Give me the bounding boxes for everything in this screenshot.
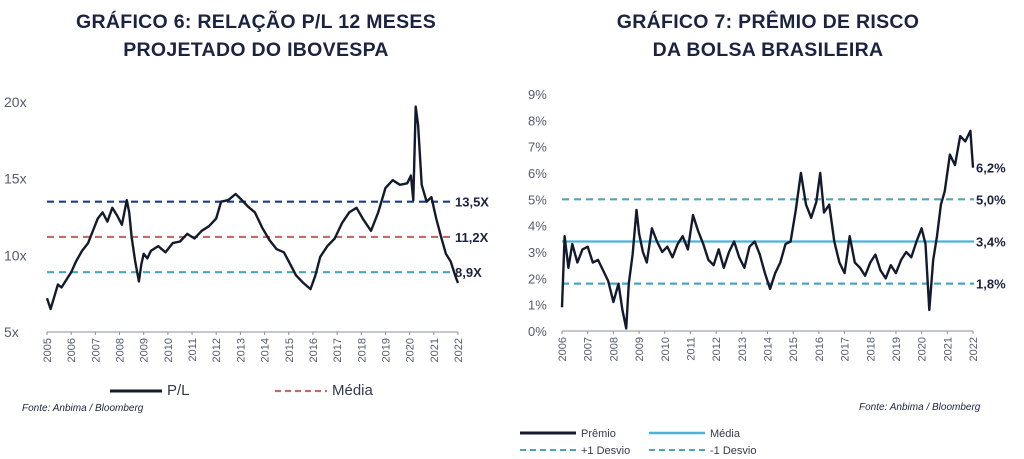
- x-tick-label: 2020: [405, 338, 417, 362]
- x-tick-label: 2008: [115, 338, 127, 362]
- legend-label: +1 Desvio: [581, 445, 630, 457]
- x-tick-label: 2011: [187, 338, 199, 362]
- x-tick-label: 2009: [634, 337, 646, 361]
- y-tick-label: 8%: [528, 113, 547, 128]
- x-tick-label: 2013: [235, 338, 247, 362]
- x-tick-label: 2012: [211, 338, 223, 362]
- y-tick-label: 15x: [4, 171, 27, 187]
- x-tick-label: 2017: [332, 338, 344, 362]
- legend-label: -1 Desvio: [710, 445, 756, 457]
- y-tick-label: 6%: [528, 166, 547, 181]
- x-tick-label: 2019: [380, 338, 392, 362]
- mean-line-label: 3,4%: [976, 234, 1006, 249]
- legend-label: P/L: [167, 382, 190, 399]
- x-tick-label: 2021: [942, 337, 954, 361]
- y-tick-label: 3%: [528, 245, 547, 260]
- x-tick-label: 2007: [90, 338, 102, 362]
- x-tick-label: 2007: [583, 337, 595, 361]
- ref-line-high-label: 13,5X: [455, 195, 489, 210]
- y-tick-label: 5%: [528, 192, 547, 207]
- chart-title-pe-line2: PROJETADO DO IBOVESPA: [123, 39, 389, 61]
- x-tick-label: 2014: [763, 337, 775, 361]
- x-tick-label: 2005: [42, 338, 54, 362]
- y-tick-label: 5x: [4, 324, 19, 340]
- x-tick-label: 2018: [356, 338, 368, 362]
- legend-label: Média: [710, 428, 741, 440]
- y-tick-label: 9%: [528, 87, 547, 102]
- x-tick-label: 2014: [260, 338, 272, 362]
- x-tick-label: 2016: [308, 338, 320, 362]
- x-tick-label: 2017: [840, 337, 852, 361]
- x-tick-label: 2010: [660, 337, 672, 361]
- x-tick-label: 2011: [685, 337, 697, 361]
- chart-title-risk: GRÁFICO 7: PRÊMIO DE RISCO DA BOLSA BRAS…: [512, 8, 1024, 64]
- minus-one-sd-line-label: 1,8%: [976, 277, 1006, 292]
- x-tick-label: 2022: [453, 338, 465, 362]
- chart-panel-pe: GRÁFICO 6: RELAÇÃO P/L 12 MESES PROJETAD…: [0, 8, 512, 414]
- series-line-risk: [560, 129, 975, 330]
- x-tick-label: 2010: [163, 338, 175, 362]
- y-tick-label: 2%: [528, 271, 547, 286]
- pe-chart-svg: 5x 10x 15x 20x 2005 2006 2007 2008 2009 2010 2011 2…: [4, 94, 489, 399]
- y-tick-label: 7%: [528, 140, 547, 155]
- x-tick-label: 2020: [917, 337, 929, 361]
- x-tick-label: 2008: [608, 337, 620, 361]
- source-note-pe: Fonte: Anbima / Bloomberg: [22, 403, 144, 414]
- series-end-label: 6,2%: [976, 161, 1006, 176]
- x-tick-label: 2022: [968, 337, 980, 361]
- chart-title-pe: GRÁFICO 6: RELAÇÃO P/L 12 MESES PROJETAD…: [0, 8, 512, 64]
- x-tick-label: 2015: [284, 338, 296, 362]
- chart-title-pe-line1: GRÁFICO 6: RELAÇÃO P/L 12 MESES: [76, 11, 436, 33]
- ref-line-low-label: 8,9X: [455, 265, 482, 280]
- chart-panel-risk-premium: GRÁFICO 7: PRÊMIO DE RISCO DA BOLSA BRAS…: [512, 0, 1024, 459]
- x-tick-label: 2012: [711, 337, 723, 361]
- x-tick-label: 2019: [891, 337, 903, 361]
- x-tick-label: 2021: [429, 338, 441, 362]
- x-tick-label: 2006: [557, 337, 569, 361]
- risk-chart-svg: 0% 1% 2% 3% 4% 5% 6% 7% 8% 9% 2006 2007 2008 2009 2010…: [520, 87, 1006, 457]
- legend-label: Prêmio: [581, 428, 616, 440]
- x-tick-label: 2009: [139, 338, 151, 362]
- y-tick-label: 20x: [4, 94, 27, 110]
- x-tick-label: 2015: [788, 337, 800, 361]
- y-tick-label: 1%: [528, 298, 547, 313]
- chart-title-risk-line2: DA BOLSA BRASILEIRA: [652, 39, 884, 61]
- mean-line-label: 11,2X: [455, 230, 489, 245]
- x-tick-label: 2013: [737, 337, 749, 361]
- y-tick-label: 0%: [528, 324, 547, 339]
- chart-title-risk-line1: GRÁFICO 7: PRÊMIO DE RISCO: [616, 11, 920, 33]
- y-tick-label: 10x: [4, 247, 27, 263]
- x-tick-label: 2016: [814, 337, 826, 361]
- x-tick-label: 2006: [66, 338, 78, 362]
- y-tick-label: 4%: [528, 219, 547, 234]
- legend-label: Média: [332, 382, 374, 399]
- series-line-pe: [45, 105, 460, 311]
- x-tick-label: 2018: [865, 337, 877, 361]
- source-note-risk: Fonte: Anbima / Bloomberg: [859, 402, 981, 413]
- plus-one-sd-line-label: 5,0%: [976, 192, 1006, 207]
